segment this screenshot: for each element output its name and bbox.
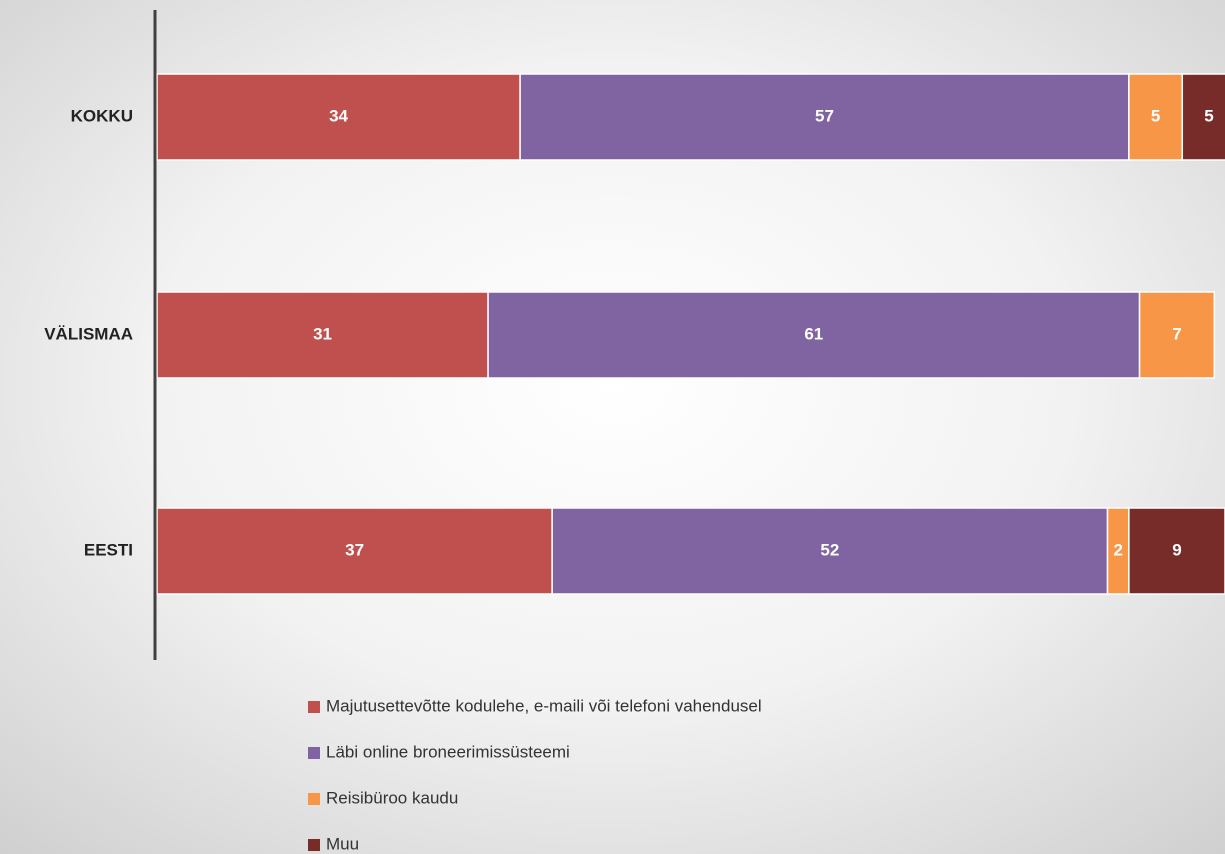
data-label: 52 (820, 540, 839, 559)
bar-segment (1128, 73, 1184, 161)
bar-segment (1181, 73, 1225, 161)
data-label: 5 (1204, 106, 1213, 125)
legend-label: Läbi online broneerimissüsteemi (326, 742, 570, 761)
data-label: 31 (313, 324, 332, 343)
bar-segment (1138, 291, 1216, 379)
legend-swatch (308, 793, 320, 805)
data-label: 2 (1113, 540, 1122, 559)
bar-segment (1128, 507, 1225, 595)
data-label: 9 (1172, 540, 1181, 559)
legend-swatch (308, 701, 320, 713)
bar-segment (519, 73, 1130, 161)
bar-segment (551, 507, 1109, 595)
bar-segment (156, 291, 489, 379)
category-label: EESTI (84, 540, 133, 559)
data-label: 37 (345, 540, 364, 559)
legend-label: Reisibüroo kaudu (326, 788, 458, 807)
data-label: 7 (1172, 324, 1181, 343)
legend-swatch (308, 839, 320, 851)
data-label: 5 (1151, 106, 1160, 125)
data-label: 57 (815, 106, 834, 125)
bar-segment (487, 291, 1141, 379)
legend-label: Muu (326, 834, 359, 853)
data-label: 34 (329, 106, 348, 125)
legend: Majutusettevõtte kodulehe, e-maili või t… (308, 696, 762, 853)
legend-swatch (308, 747, 320, 759)
legend-label: Majutusettevõtte kodulehe, e-maili või t… (326, 696, 762, 715)
category-label: KOKKU (71, 106, 133, 125)
plot-area: KOKKU 34 57 5 5 VÄLISMAA 31 61 7 EESTI 37 52 2 9 (44, 73, 1225, 595)
category-label: VÄLISMAA (44, 324, 133, 343)
data-label: 61 (804, 324, 823, 343)
bar-segment (156, 73, 521, 161)
